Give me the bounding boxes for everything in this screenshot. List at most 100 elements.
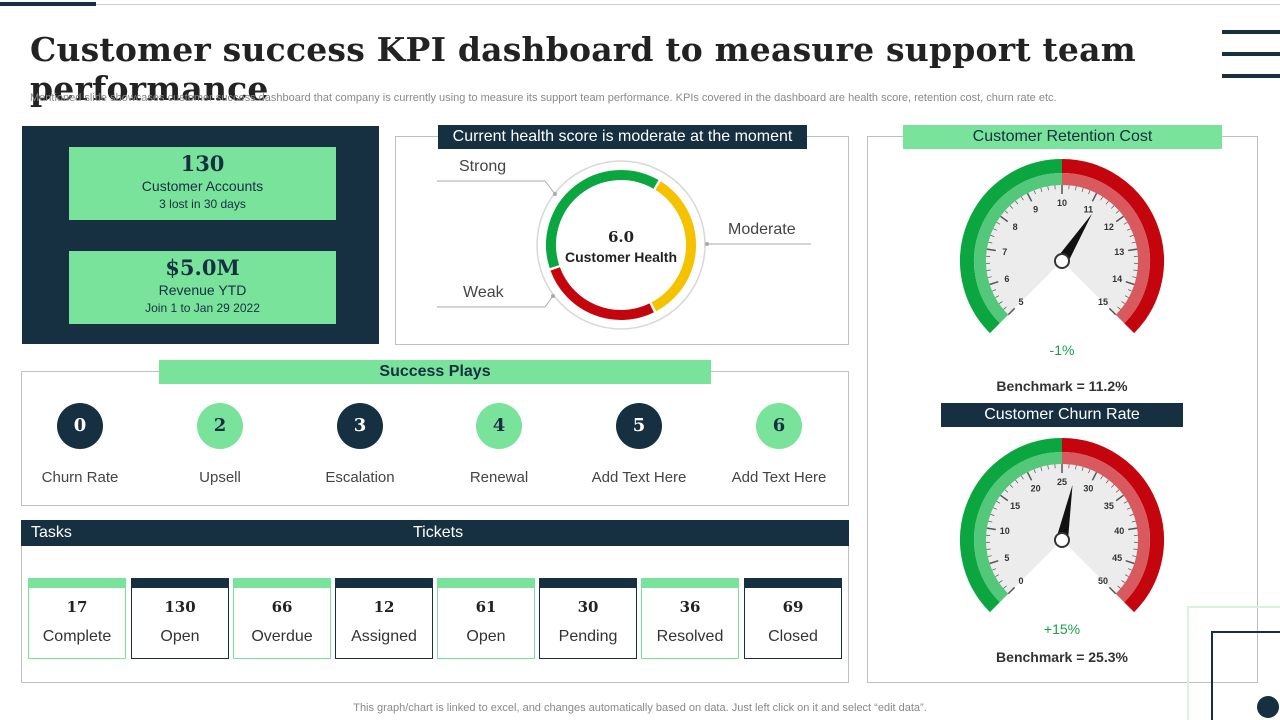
gauge-tick xyxy=(1127,289,1132,292)
ticket-label: Resolved xyxy=(656,628,724,645)
gauge-tick xyxy=(1127,568,1132,571)
gauge-tick-label: 50 xyxy=(1098,576,1108,586)
health-donut xyxy=(437,160,811,330)
health-title: Current health score is moderate at the … xyxy=(438,125,807,149)
corner-decoration xyxy=(1187,606,1280,720)
gauge-tick xyxy=(1115,489,1120,493)
play-label: Add Text Here xyxy=(591,469,687,486)
gauge-red-inner xyxy=(1061,173,1150,324)
play-label: Upsell xyxy=(199,469,241,486)
gauge-tick-label: 35 xyxy=(1104,501,1114,511)
gauge-tick xyxy=(995,295,1000,298)
gauge-tick xyxy=(1133,548,1138,550)
gauge-tick xyxy=(1100,475,1104,480)
gauge-tick xyxy=(1000,494,1009,502)
gauge-tick xyxy=(1128,248,1138,252)
gauge-tick xyxy=(1131,241,1136,244)
tasks-header xyxy=(21,520,849,546)
gauge-tick xyxy=(1088,469,1091,474)
gauge-tick xyxy=(998,301,1003,305)
gauge-tick xyxy=(1123,501,1128,504)
gauge-tick xyxy=(1003,306,1007,310)
gauge-tick xyxy=(1108,307,1117,316)
gauge-tick xyxy=(986,548,991,550)
gauge-tick xyxy=(1125,559,1135,565)
play-label: Add Text Here xyxy=(731,469,827,486)
gauge-tick xyxy=(1004,489,1009,493)
ticket-label: Complete xyxy=(42,628,112,645)
play-label: Escalation xyxy=(325,469,395,486)
top-accent-bar xyxy=(0,2,96,6)
gauge-red-band xyxy=(1061,159,1164,334)
gauge-tick xyxy=(1075,186,1077,191)
gauge-tick xyxy=(1111,484,1115,488)
kpi-value: 130 xyxy=(180,151,225,176)
gauge-tick xyxy=(986,527,996,531)
kpi-label: Customer Accounts xyxy=(141,178,264,194)
retention-gauge: 5 6 7 8 9 10 11 12 13 14 15 xyxy=(960,159,1164,334)
gauge-tick xyxy=(1111,205,1115,209)
play-item: 5 Add Text Here xyxy=(569,403,709,486)
gauge-green-inner xyxy=(974,452,1063,603)
gauge-tick xyxy=(1009,205,1013,209)
gauge-tick-label: 5 xyxy=(1004,553,1009,563)
play-number: 0 xyxy=(57,403,103,449)
ticket-label: Open xyxy=(466,628,506,645)
gauge-green-band xyxy=(960,438,1063,613)
gauge-tick xyxy=(1108,586,1117,595)
ticket-card: 61 Open xyxy=(437,578,535,659)
play-item: 2 Upsell xyxy=(150,403,290,486)
corner-decoration-inner xyxy=(1211,631,1280,720)
arc-moderate xyxy=(651,181,696,312)
gauge-tick-label: 12 xyxy=(1104,222,1114,232)
donut-outer-ring xyxy=(536,160,706,330)
gauge-tick-label: 15 xyxy=(1098,297,1108,307)
gauge-tick xyxy=(1100,196,1104,201)
play-number: 6 xyxy=(756,403,802,449)
ticket-label: Overdue xyxy=(251,628,313,645)
gauge-tick xyxy=(1033,469,1036,474)
donut-arcs xyxy=(546,170,696,320)
ticket-label: Closed xyxy=(768,628,818,645)
gauge-tick xyxy=(1007,307,1016,316)
ticket-value: 61 xyxy=(475,598,497,616)
gauge-tick xyxy=(1015,200,1019,205)
gauge-tick xyxy=(1132,276,1137,278)
gauge-tick xyxy=(996,222,1001,225)
gauge-tick xyxy=(986,248,996,252)
gauge-tick-label: 0 xyxy=(1018,576,1023,586)
gauge-tick xyxy=(992,289,997,292)
gauge-tick xyxy=(996,501,1001,504)
gauge-tick xyxy=(1026,471,1033,481)
corner-dot xyxy=(1257,696,1279,718)
label-strong: Strong xyxy=(459,158,507,175)
gauge-tick xyxy=(1117,306,1121,310)
churn-title: Customer Churn Rate xyxy=(941,403,1183,427)
arc-weak xyxy=(550,267,654,320)
ticket-value: 36 xyxy=(679,598,701,616)
gauge-tick xyxy=(1033,190,1036,195)
play-number: 3 xyxy=(337,403,383,449)
gauge-tick xyxy=(993,507,998,510)
page-title: Customer success KPI dashboard to measur… xyxy=(30,30,1136,108)
gauge-tick xyxy=(1126,507,1131,510)
gauge-tick-label: 10 xyxy=(1057,198,1067,208)
ticket-value: 30 xyxy=(577,598,599,616)
gauge-tick xyxy=(1091,192,1098,202)
gauge-tick xyxy=(1115,494,1124,502)
gauge-tick xyxy=(988,241,993,244)
gauge-hub xyxy=(1054,253,1070,269)
retention-title: Customer Retention Cost xyxy=(903,125,1222,149)
footnote: This graph/chart is linked to excel, and… xyxy=(353,702,927,714)
kpi-revenue: $5.0M Revenue YTD Join 1 to Jan 29 2022 xyxy=(69,251,336,324)
gauge-tick-label: 30 xyxy=(1083,483,1093,493)
gauge-tick xyxy=(1105,200,1109,205)
ticket-label: Pending xyxy=(558,628,618,645)
gauge-tick xyxy=(1003,585,1007,589)
gauge-tick xyxy=(1133,269,1138,271)
gauge-tick xyxy=(1081,466,1084,471)
gauge-tick xyxy=(1004,210,1009,214)
ticket-card: 66 Overdue xyxy=(233,578,331,659)
gauge-tick xyxy=(1132,555,1137,557)
gauge-tick xyxy=(1088,190,1091,195)
